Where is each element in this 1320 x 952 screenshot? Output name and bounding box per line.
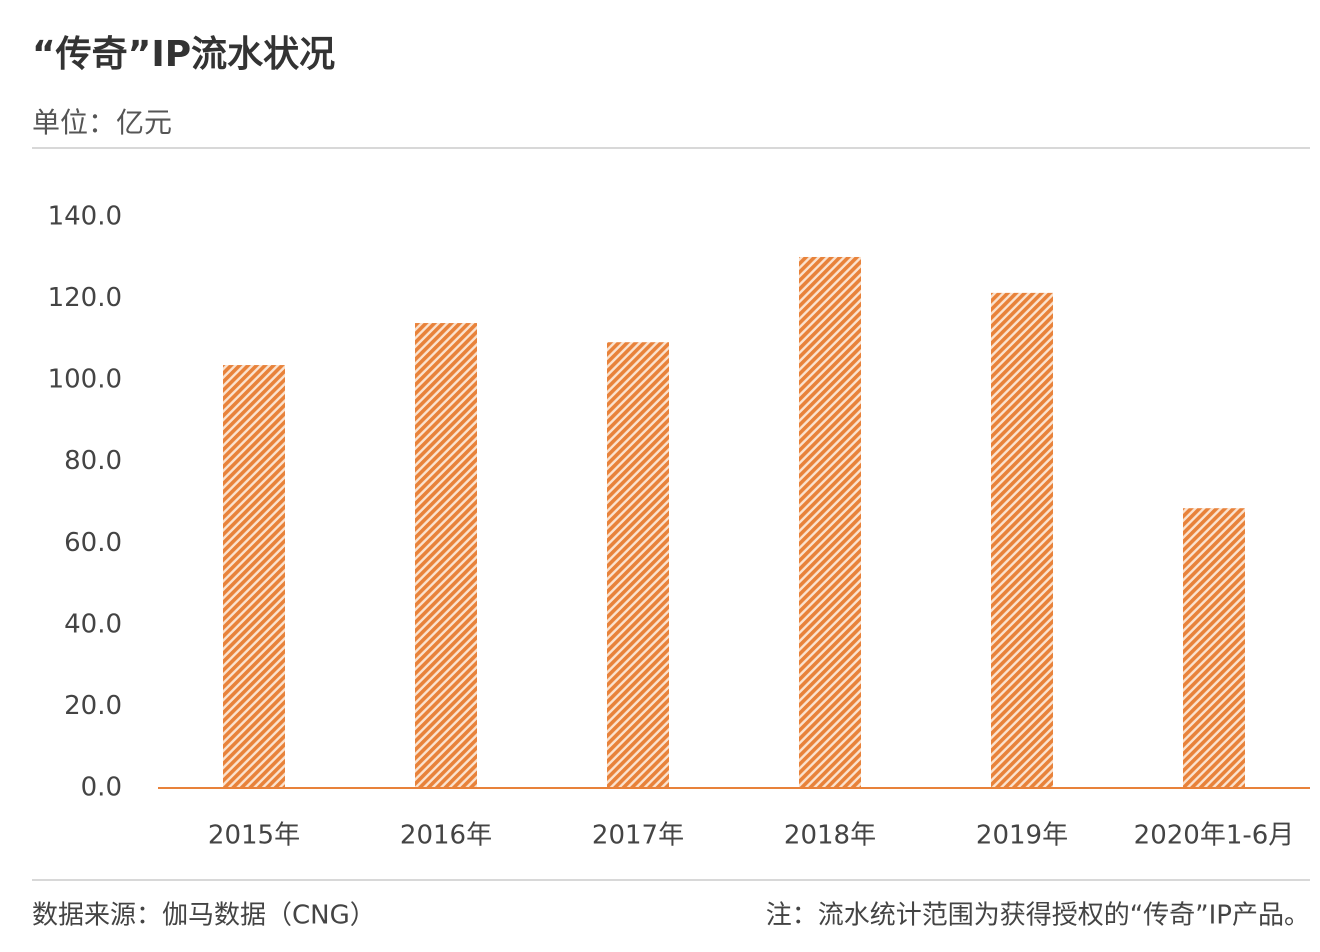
bar [991,292,1053,788]
y-tick-label: 140.0 [48,202,122,232]
y-tick-label: 100.0 [48,365,122,395]
x-tick-label: 2016年 [400,821,492,851]
bar [415,323,477,788]
y-tick-label: 40.0 [64,609,122,639]
y-tick-label: 80.0 [64,446,122,476]
x-tick-label: 2020年1-6月 [1134,821,1295,851]
y-tick-label: 20.0 [64,691,122,721]
bar [799,256,861,789]
x-tick-label: 2015年 [208,821,300,851]
chart-title: “传奇”IP流水状况 [32,34,335,75]
x-tick-label: 2017年 [592,821,684,851]
note: 注：流水统计范围为获得授权的“传奇”IP产品。 [766,901,1310,931]
bar [223,365,285,788]
x-tick-label: 2019年 [976,821,1068,851]
y-tick-label: 120.0 [48,283,122,313]
y-tick-label: 0.0 [81,773,122,803]
y-tick-label: 60.0 [64,528,122,558]
chart-subtitle: 单位：亿元 [32,106,172,139]
source: 数据来源：伽马数据（CNG） [32,901,376,931]
x-tick-label: 2018年 [784,821,876,851]
bar [1183,508,1245,788]
bar [607,342,669,788]
